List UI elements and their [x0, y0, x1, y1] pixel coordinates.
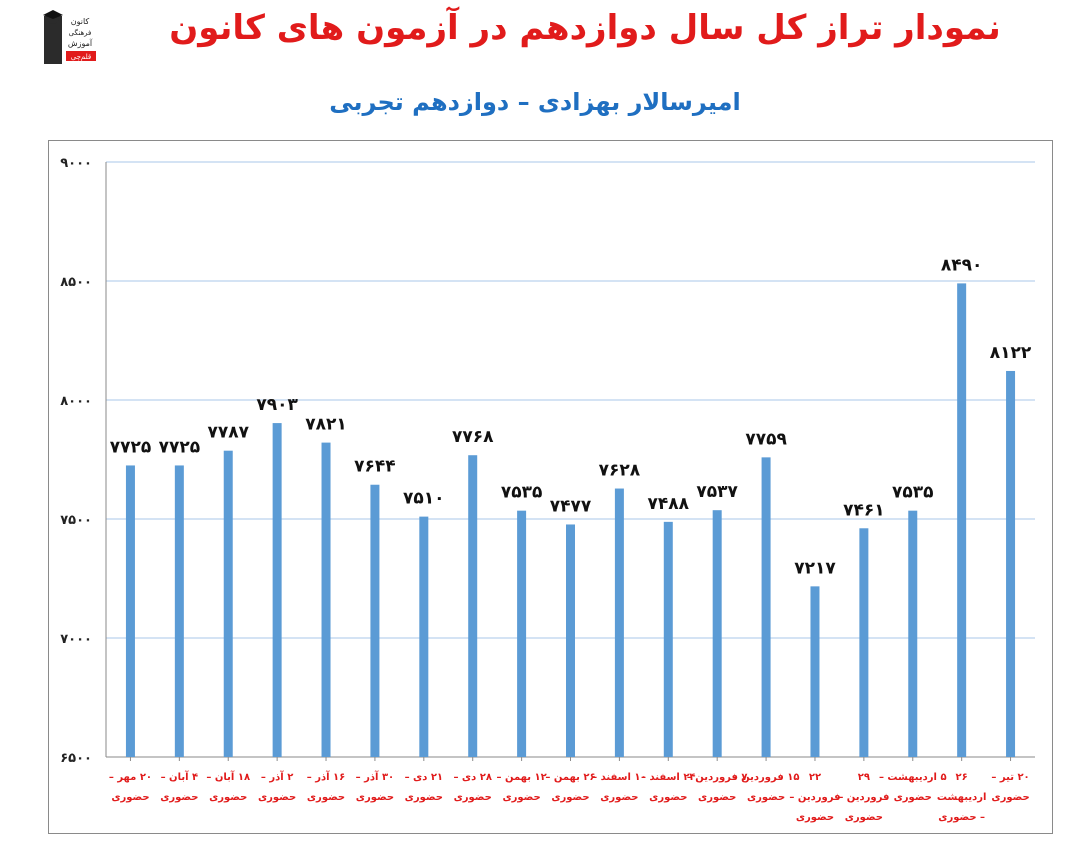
x-tick-label: ۳۰ آذر – [356, 770, 395, 783]
bar-chart: ۶۵۰۰ ۷۰۰۰ ۷۵۰۰ ۸۰۰۰ ۸۵۰۰ ۹۰۰۰ ۷۷۲۵ ۲۰ مهر – حضور… [60, 156, 1035, 823]
data-label: ۷۴۷۷ [550, 496, 592, 516]
data-label: ۷۵۳۵ [501, 483, 543, 503]
x-tick-label: ۲۰ مهر – [109, 772, 152, 783]
bar [663, 521, 673, 757]
x-tick-label: – حضوری [938, 812, 985, 823]
x-tick-label: حضوری [845, 812, 883, 823]
data-label: ۷۷۶۸ [452, 427, 494, 447]
x-tick-label: فروردین – [838, 792, 889, 803]
data-label: ۷۶۴۴ [354, 457, 396, 477]
data-label: ۷۹۰۳ [256, 395, 298, 415]
data-label: ۷۶۲۸ [599, 461, 641, 481]
x-tick-label: حضوری [551, 792, 589, 803]
data-label: ۷۷۲۵ [110, 437, 152, 457]
x-tick-label: ۱۲ بهمن – [496, 772, 546, 783]
x-tick-label: ۵ اردیبهشت – [879, 772, 947, 783]
bar [761, 457, 771, 757]
x-tick-label: ۲۲ [809, 772, 821, 783]
bar [468, 455, 478, 757]
data-label: ۷۷۲۵ [159, 437, 201, 457]
data-label: ۷۵۳۵ [892, 483, 934, 503]
bar [712, 510, 722, 757]
bar [517, 510, 527, 757]
x-tick-label: ۷ فروردین – [687, 772, 748, 783]
y-tick-label: ۶۵۰۰ [60, 751, 92, 766]
logo-badge: قلم‌چی [71, 53, 91, 61]
x-tick-label: ۲۹ [858, 772, 870, 783]
x-tick-label: حضوری [209, 792, 247, 803]
data-label: ۸۱۲۲ [990, 343, 1032, 363]
bar [272, 423, 282, 757]
bar [125, 465, 135, 757]
x-tick-label: حضوری [796, 812, 834, 823]
x-tick-label: حضوری [649, 792, 687, 803]
x-tick-label: حضوری [454, 792, 492, 803]
y-tick-label: ۷۵۰۰ [60, 513, 92, 528]
x-tick-label: حضوری [160, 792, 198, 803]
x-tick-label: حضوری [307, 792, 345, 803]
bar [908, 510, 918, 757]
x-tick-label: ۲۸ دی – [453, 772, 491, 783]
x-tick-label: ۲۱ دی – [405, 772, 443, 783]
data-label: ۸۴۹۰ [941, 255, 983, 275]
x-tick-label: ۱۶ آذر – [307, 770, 346, 783]
data-label: ۷۵۱۰ [403, 489, 445, 509]
logo-text-line-2: فرهنگی [69, 28, 92, 37]
y-tick-label: ۷۰۰۰ [60, 632, 92, 647]
x-tick-label: حضوری [111, 792, 149, 803]
logo-text-line-1: کانون [71, 17, 90, 26]
x-tick-label: فروردین – [789, 792, 840, 803]
chart-subtitle: امیرسالار بهزادی – دوازدهم تجربی [329, 88, 741, 116]
y-tick-label: ۹۰۰۰ [60, 156, 92, 171]
x-tick-label: اردیبهشت [937, 792, 987, 803]
bar [223, 450, 233, 757]
x-tick-label: ۱۵ فروردین – [733, 772, 800, 783]
x-tick-label: ۱۸ آبان – [206, 770, 250, 783]
data-label: ۷۷۸۷ [207, 423, 249, 443]
y-tick-label: ۸۵۰۰ [60, 275, 92, 290]
bar [1006, 370, 1016, 757]
x-tick-label: حضوری [600, 792, 638, 803]
x-tick-label: حضوری [405, 792, 443, 803]
bar [566, 524, 575, 757]
x-tick-label: ۲ آذر – [261, 770, 293, 783]
x-tick-label: حضوری [698, 792, 736, 803]
data-label: ۷۸۲۱ [305, 415, 347, 435]
x-tick-label: حضوری [502, 792, 540, 803]
x-tick-label: ۱۰ اسفند – [592, 772, 647, 783]
chart-frame: ۶۵۰۰ ۷۰۰۰ ۷۵۰۰ ۸۰۰۰ ۸۵۰۰ ۹۰۰۰ ۷۷۲۵ ۲۰ مهر – حضور… [48, 140, 1053, 834]
bar [321, 442, 331, 757]
bar [174, 465, 184, 757]
kanoon-logo: کانون فرهنگی آموزش قلم‌چی [40, 6, 100, 72]
bar [957, 283, 967, 757]
chart-title: نمودار تراز کل سال دوازدهم در آزمون های … [169, 8, 1001, 48]
data-label: ۷۵۳۷ [696, 482, 738, 502]
x-tick-label: ۲۶ [956, 772, 968, 783]
x-tick-label: حضوری [258, 792, 296, 803]
data-label: ۷۴۶۱ [843, 500, 885, 520]
logo-text-line-3: آموزش [68, 38, 93, 48]
bar [419, 516, 429, 757]
bar [370, 484, 380, 757]
y-tick-label: ۸۰۰۰ [60, 394, 92, 409]
bar [859, 528, 869, 757]
x-tick-label: ۲۴ اسفند – [641, 772, 696, 783]
x-tick-label: حضوری [747, 792, 785, 803]
data-label: ۷۲۱۷ [794, 558, 836, 578]
x-tick-label: ۲۰ تیر – [991, 772, 1029, 783]
x-tick-label: حضوری [894, 792, 932, 803]
bar [614, 488, 624, 757]
x-tick-label: ۴ آبان – [161, 770, 199, 783]
data-label: ۷۷۵۹ [745, 429, 787, 449]
x-tick-label: حضوری [991, 792, 1029, 803]
x-tick-label: حضوری [356, 792, 394, 803]
bar [810, 586, 820, 757]
data-label: ۷۴۸۸ [648, 494, 690, 514]
x-tick-label: ۲۶ بهمن – [545, 772, 595, 783]
